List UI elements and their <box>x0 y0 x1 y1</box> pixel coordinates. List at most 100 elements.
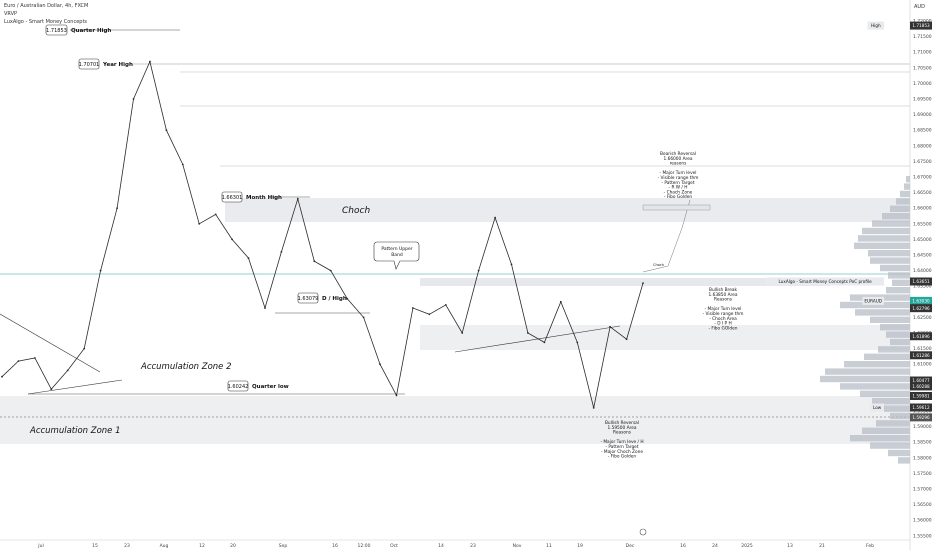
volume-profile-bar <box>886 331 910 338</box>
volume-profile-bar <box>872 398 910 405</box>
volume-profile-bar <box>825 368 910 375</box>
bearish-reversal-note-line: - R W / H <box>669 185 688 191</box>
volume-profile-bar <box>844 361 910 368</box>
month-high-tag-value: 1.66301 <box>222 195 243 201</box>
projection-path <box>642 199 691 273</box>
price-tick-label: 1.64500 <box>913 253 932 259</box>
price-badge: LuxAlgo - Smart Money Concepts PoC profi… <box>766 277 932 286</box>
month-high-tag[interactable]: 1.66301 Month High <box>222 191 282 203</box>
accumulation-zone-1-box <box>0 396 910 444</box>
price-tick-label: 1.61500 <box>913 346 932 352</box>
volume-profile-bar <box>864 353 910 360</box>
quarter-low-tag[interactable]: 1.60242 Quarter low <box>228 380 289 392</box>
date-tick-label: 11 <box>546 543 552 549</box>
price-point <box>642 282 644 284</box>
price-point <box>181 163 184 166</box>
price-badge-value: 1.71853 <box>912 23 930 28</box>
volume-profile-bar <box>890 205 910 212</box>
price-point <box>477 269 480 272</box>
price-point <box>362 316 365 319</box>
bearish-reversal-note-line: - Major Turn level <box>660 170 697 176</box>
bullish-reversal-note-line: Reasons <box>613 430 632 436</box>
price-point <box>149 60 151 63</box>
price-point <box>132 98 135 100</box>
quarter-low-tag-label: Quarter low <box>252 384 289 390</box>
date-tick-label: Oct <box>390 543 398 549</box>
price-badge-label: High <box>871 23 881 28</box>
price-tick-label: 1.68000 <box>913 143 932 149</box>
price-tick-label: 1.69500 <box>913 97 932 103</box>
header-indicator-vrvp[interactable]: VRVP <box>4 11 18 17</box>
price-point <box>395 394 398 397</box>
price-badge-value: 1.63030 <box>912 298 930 303</box>
bearish-reversal-note-line: reasons <box>670 161 688 167</box>
date-tick-label: 19 <box>577 543 583 549</box>
price-badge-value: 1.61896 <box>912 334 930 339</box>
bearish-reversal-note-line: - Visible range thm <box>658 175 699 181</box>
volume-profile-bar <box>890 338 910 346</box>
pattern-upper-band-line: Pattern Upper <box>381 246 412 252</box>
d-high-tag[interactable]: 1.63079 D / High <box>298 292 347 304</box>
price-badge: EURAUD 1.63030 <box>862 296 932 305</box>
price-tick-label: 1.67500 <box>913 159 932 165</box>
quarter-high-tag[interactable]: 1.71853 Quarter High <box>45 24 111 36</box>
price-tick-label: 1.57000 <box>913 487 932 493</box>
year-high-tag[interactable]: 1.70701 Year High <box>79 58 133 70</box>
volume-profile-bar <box>904 183 910 190</box>
bullish-break-note-line: - Choch Area <box>709 316 737 322</box>
volume-profile-bar <box>888 272 910 279</box>
price-point <box>625 338 628 341</box>
price-tick-label: 1.70500 <box>913 65 932 71</box>
date-tick-label: Nov <box>513 543 522 549</box>
bullish-reversal-note-line: - Major Turn leve / H <box>600 439 643 445</box>
price-point <box>494 216 496 219</box>
volume-profile-bar <box>870 257 910 264</box>
price-tick-label: 1.70000 <box>913 81 932 87</box>
price-badge-value: 1.61286 <box>912 353 930 358</box>
year-high-tag-value: 1.70701 <box>79 62 100 68</box>
price-point <box>116 207 118 210</box>
price-tick-label: 1.66500 <box>913 190 932 196</box>
price-point <box>329 269 332 272</box>
price-point <box>428 313 431 316</box>
price-tick-label: 1.56500 <box>913 502 932 508</box>
volume-profile-bar <box>870 316 910 323</box>
quarter-high-tag-label: Quarter High <box>71 28 111 34</box>
volume-profile-bar <box>882 213 910 220</box>
price-tick-label: 1.58000 <box>913 455 932 461</box>
date-tick-label: 15 <box>92 543 98 549</box>
volume-profile-bar <box>892 279 910 286</box>
price-tick-label: 1.65500 <box>913 221 932 227</box>
volume-profile-bar <box>862 227 910 235</box>
currency-label: AUD <box>914 4 925 10</box>
clock-icon[interactable] <box>639 528 647 536</box>
price-tick-label: 1.61000 <box>913 362 932 368</box>
price-tick-label: 1.65000 <box>913 237 932 243</box>
price-point <box>527 332 529 334</box>
price-point <box>576 341 579 344</box>
date-tick-label: 24 <box>712 543 718 549</box>
price-badge-value: 1.60288 <box>912 384 930 389</box>
price-point <box>66 369 69 372</box>
price-tick-label: 1.71000 <box>913 50 932 56</box>
price-point <box>510 263 513 266</box>
price-badge-label: Low <box>873 405 882 410</box>
price-badge: 1.60288 <box>910 382 932 391</box>
d-high-tag-value: 1.63079 <box>298 296 319 302</box>
header-indicator-smc[interactable]: LuxAlgo - Smart Money Concepts <box>4 19 88 25</box>
price-tick-label: 1.58500 <box>913 440 932 446</box>
price-point <box>280 251 283 253</box>
accumulation-zone-1-label: Accumulation Zone 1 <box>29 426 121 436</box>
price-badge-value: 1.59612 <box>912 405 930 410</box>
price-badge-value: 1.62796 <box>912 306 930 311</box>
date-tick-label: 14 <box>438 543 444 549</box>
volume-profile-bar <box>878 346 910 353</box>
date-tick-label: Sep <box>279 543 288 549</box>
price-tick-label: 1.64000 <box>913 268 932 274</box>
price-series-line <box>1 60 644 408</box>
price-point <box>1 375 3 378</box>
price-badge: 1.59981 <box>910 391 932 400</box>
